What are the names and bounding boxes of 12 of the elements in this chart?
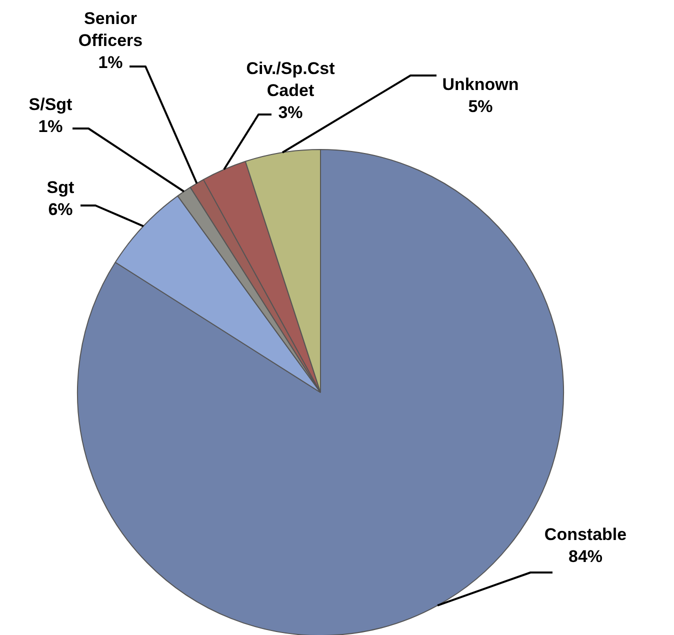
slice-label: Constable [544, 525, 627, 544]
data-label: 3% [278, 103, 303, 122]
data-label: 84% [568, 547, 603, 566]
slice-label: Sgt [46, 178, 75, 197]
slice-label: Unknown [442, 75, 519, 94]
data-label: 1% [98, 53, 123, 72]
data-label: 5% [468, 97, 493, 116]
data-label: 6% [48, 200, 73, 219]
slice-label: S/Sgt [28, 95, 73, 114]
data-label: 1% [38, 117, 63, 136]
slice-label: Senior Officers [78, 9, 143, 50]
slice-label: Civ./Sp.Cst Cadet [246, 59, 336, 100]
